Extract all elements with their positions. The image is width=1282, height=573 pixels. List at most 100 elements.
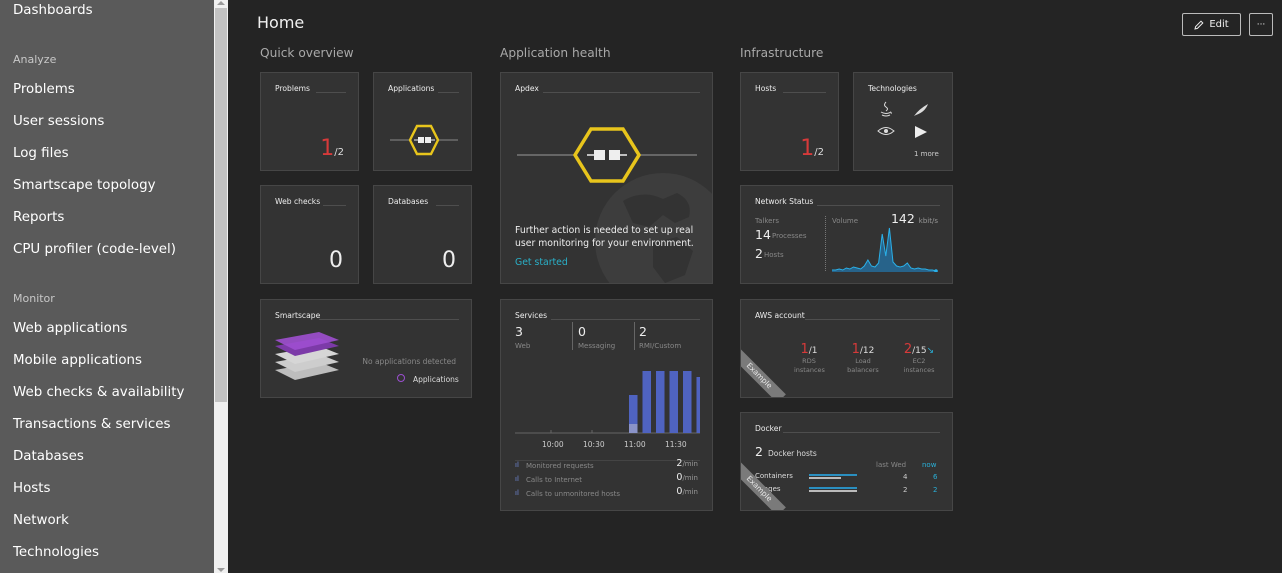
- tile-title: Databases: [388, 197, 429, 206]
- tile-divider: [817, 205, 940, 206]
- metric-value: 0/min: [676, 472, 698, 483]
- sidebar-item-log-files[interactable]: Log files: [13, 146, 69, 161]
- metric-label: Calls to unmonitored hosts: [526, 490, 621, 498]
- edit-button[interactable]: Edit: [1182, 13, 1241, 36]
- tile-docker[interactable]: Docker 2 Docker hosts last Wed now Conta…: [740, 412, 953, 511]
- services-bar-segment: [629, 424, 638, 433]
- hosts-total: /2: [814, 147, 824, 158]
- tile-technologies[interactable]: Technologies 1 more: [853, 72, 953, 171]
- plug-hexagon-large-icon: [517, 127, 697, 183]
- hosts-count-label: Hosts: [764, 251, 784, 259]
- sidebar-item-transactions-services[interactable]: Transactions & services: [13, 417, 171, 432]
- services-time-tick: 10:00: [542, 440, 564, 449]
- scroll-up-arrow-icon[interactable]: [217, 1, 225, 5]
- volume-value: 142 kbit/s: [891, 211, 938, 226]
- tile-divider: [543, 92, 700, 93]
- sidebar-scrollbar[interactable]: [214, 0, 228, 573]
- sidebar-item-smartscape-topology[interactable]: Smartscape topology: [13, 178, 156, 193]
- bars-icon: ıl: [515, 475, 519, 483]
- group-title-application-health: Application health: [500, 46, 611, 60]
- problems-value: 1/2: [320, 136, 344, 161]
- network-line: [832, 227, 937, 272]
- pencil-icon: [1194, 19, 1204, 30]
- tile-services[interactable]: Services 3 Web 0 Messaging 2 RMI/Custom …: [500, 299, 713, 511]
- tile-title: Services: [515, 311, 548, 320]
- sidebar-section-monitor: Monitor: [13, 292, 55, 305]
- tile-divider: [783, 432, 940, 433]
- tile-divider: [319, 319, 459, 320]
- services-bar: [683, 371, 692, 433]
- talkers-label: Talkers: [755, 217, 779, 225]
- processes-label: Processes: [772, 232, 807, 240]
- tile-network-status[interactable]: Network Status Talkers 14 Processes 2 Ho…: [740, 185, 953, 284]
- aws-item-label: balancers: [847, 366, 879, 374]
- group-title-infrastructure: Infrastructure: [740, 46, 824, 60]
- volume-number: 142: [890, 211, 915, 226]
- services-bar: [629, 395, 638, 433]
- metric-label: Calls to Internet: [526, 476, 582, 484]
- tile-web-checks[interactable]: Web checks 0: [260, 185, 359, 284]
- scroll-down-arrow-icon[interactable]: [217, 568, 225, 572]
- tile-hosts[interactable]: Hosts 1/2: [740, 72, 839, 171]
- tile-databases[interactable]: Databases 0: [373, 185, 472, 284]
- tile-title: Problems: [275, 84, 311, 93]
- tile-divider: [783, 92, 826, 93]
- applications-legend-icon: [397, 374, 405, 382]
- hosts-value: 1/2: [800, 136, 824, 161]
- sidebar-item-user-sessions[interactable]: User sessions: [13, 114, 105, 129]
- sidebar-item-reports[interactable]: Reports: [13, 210, 65, 225]
- tile-title: AWS account: [755, 311, 805, 320]
- sidebar-item-mobile-applications[interactable]: Mobile applications: [13, 353, 143, 368]
- tile-applications[interactable]: Applications: [373, 72, 472, 171]
- more-icon: ···: [1256, 19, 1266, 30]
- java-icon: [880, 101, 892, 117]
- services-bar-chart: [515, 371, 700, 434]
- metric-label: Monitored requests: [526, 462, 594, 470]
- technologies-more[interactable]: 1 more: [914, 150, 939, 158]
- tile-title: Docker: [755, 424, 782, 433]
- sidebar-item-cpu-profiler[interactable]: CPU profiler (code-level): [13, 242, 176, 257]
- images-bar-now: [809, 487, 857, 489]
- aws-item-label: instances: [794, 366, 825, 374]
- edit-button-label: Edit: [1209, 19, 1229, 30]
- sidebar-item-problems[interactable]: Problems: [13, 82, 75, 97]
- tile-problems[interactable]: Problems 1/2: [260, 72, 359, 171]
- get-started-link[interactable]: Get started: [515, 257, 568, 268]
- sidebar-item-network[interactable]: Network: [13, 513, 69, 528]
- smartscape-legend-label: Applications: [413, 375, 459, 384]
- services-divider: [515, 460, 700, 461]
- sidebar-item-technologies[interactable]: Technologies: [13, 545, 100, 560]
- tile-aws-account[interactable]: AWS account 1/1 RDS instances 1/12 Load …: [740, 299, 953, 398]
- sidebar-item-web-checks[interactable]: Web checks & availability: [13, 385, 185, 400]
- images-last: 2: [903, 486, 908, 494]
- group-title-quick-overview: Quick overview: [260, 46, 354, 60]
- tile-divider: [551, 319, 700, 320]
- volume-label: Volume: [832, 217, 859, 225]
- smartscape-note: No applications detected: [362, 357, 456, 366]
- tile-apdex[interactable]: Apdex Further action is needed to set up…: [500, 72, 713, 284]
- tile-title: Web checks: [275, 197, 321, 206]
- smartscape-layers-icon: [275, 332, 339, 380]
- services-bar: [669, 371, 678, 433]
- docker-hosts-value: 2: [755, 444, 763, 459]
- aws-item-count: 2: [903, 342, 913, 357]
- aws-item-label: instances: [903, 366, 935, 374]
- services-web-label: Web: [515, 342, 531, 350]
- tile-divider: [436, 205, 459, 206]
- sidebar-item-hosts[interactable]: Hosts: [13, 481, 51, 496]
- metric-value: 0/min: [676, 486, 698, 497]
- more-button[interactable]: ···: [1249, 13, 1273, 36]
- scroll-thumb[interactable]: [215, 8, 227, 402]
- aws-item-label: EC2: [912, 357, 926, 365]
- tile-smartscape[interactable]: Smartscape No applications detected Appl…: [260, 299, 472, 398]
- sidebar-item-web-applications[interactable]: Web applications: [13, 321, 128, 336]
- sidebar-item-databases[interactable]: Databases: [13, 449, 84, 464]
- trend-arrow-icon: ↘: [926, 346, 935, 356]
- play-icon: [915, 126, 927, 138]
- metric-unit: /min: [682, 460, 698, 468]
- tile-title: Apdex: [515, 84, 539, 93]
- sidebar-item-dashboards[interactable]: Dashboards: [13, 3, 93, 18]
- aws-item-total: /12: [859, 346, 875, 356]
- globe-icon: [595, 173, 712, 283]
- tile-title: Applications: [388, 84, 435, 93]
